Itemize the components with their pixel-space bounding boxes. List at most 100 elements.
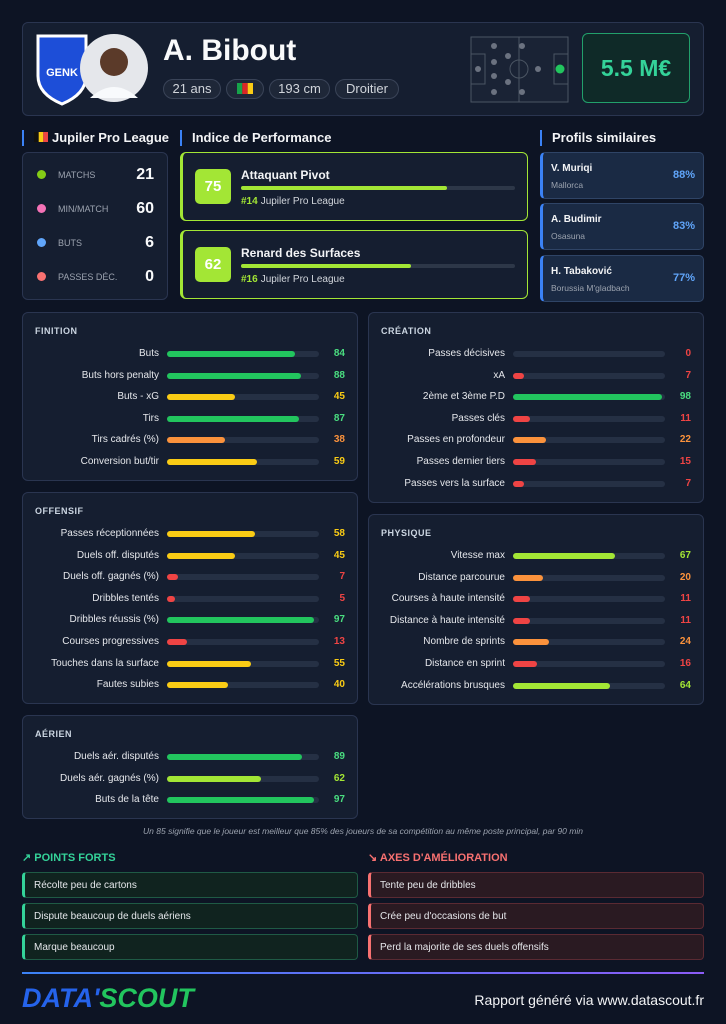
metric-value: 45 [333, 549, 345, 561]
metric-value: 7 [339, 571, 345, 583]
metric-value: 89 [333, 751, 345, 762]
stat-panel: AÉRIEN Duels aér. disputés 89 Duels aér. ga… [22, 715, 358, 820]
similar-match: 88% [672, 169, 695, 181]
metric-label: Distance parcourue [418, 571, 505, 583]
bar-track [167, 754, 319, 760]
competition: Jupiler Pro League [260, 196, 345, 207]
stat-value: 0 [145, 268, 154, 285]
metric-label: Passes décisives [428, 348, 505, 359]
metric-label: Passes en profondeur [407, 434, 505, 446]
bar [167, 660, 251, 667]
bar [167, 639, 187, 645]
metric-label: Nombre de sprints [423, 636, 505, 648]
insight-card: Récolte peu de cartons [22, 872, 358, 898]
bar [513, 394, 662, 401]
panel-title: CRÉATION [381, 326, 432, 336]
competition: Jupiler Pro League [260, 274, 345, 285]
bar [167, 552, 236, 559]
pill: 21 ans [163, 79, 221, 99]
metric-label: Fautes subies [96, 679, 159, 691]
bar [167, 617, 315, 624]
stat-label: MATCHS [58, 170, 96, 180]
bar [513, 661, 538, 667]
bar [513, 574, 544, 581]
similar-card[interactable]: A. Budimir Osasuna 83% [540, 203, 704, 250]
rank-line: #16 Jupiler Pro League [241, 274, 345, 285]
insight-card: Dispute beaucoup de duels aériens [22, 903, 358, 929]
bar-track [167, 660, 319, 667]
logo-part: SCOUT [99, 983, 194, 1013]
bar [513, 639, 550, 646]
metric-label: Buts [138, 348, 159, 359]
bar-track [513, 459, 665, 465]
bar-track [513, 639, 665, 646]
metric-label: Buts de la tête [95, 794, 159, 806]
bar [513, 617, 530, 624]
bar-track [513, 394, 665, 401]
metric-label: Conversion but/tir [80, 456, 159, 467]
similar-club: Osasuna [551, 231, 586, 241]
similar-club: Mallorca [551, 180, 584, 190]
stat-label: BUTS [58, 238, 83, 248]
insight-text: Tente peu de dribbles [380, 880, 476, 891]
bar [167, 351, 295, 357]
insight-text: Crée peu d'occasions de but [380, 911, 507, 922]
league-card [22, 152, 168, 300]
metric-value: 67 [679, 550, 691, 561]
similar-card[interactable]: V. Muriqi Mallorca 88% [540, 152, 704, 199]
stat-panel: FINITION Buts 84 Buts hors penalty 88 Buts - … [22, 312, 358, 481]
metric-value: 0 [685, 348, 691, 359]
stat-label: MIN/MATCH [58, 204, 109, 214]
similar-card[interactable]: H. Tabaković Borussia M'gladbach 77% [540, 255, 704, 302]
bar [167, 372, 301, 379]
stat-value: 6 [145, 234, 154, 251]
metric-value: 84 [333, 348, 345, 359]
metric-value: 16 [679, 658, 691, 669]
metric-label: Tirs cadrés (%) [91, 434, 159, 446]
metric-label: Dribbles tentés [92, 592, 159, 604]
metric-value: 98 [679, 391, 691, 403]
bar-track [167, 437, 319, 444]
bar [513, 682, 611, 689]
progress-track [241, 264, 515, 268]
footer-logo: DATA'SCOUT [22, 983, 194, 1014]
bar-track [167, 372, 319, 379]
metric-label: Accélérations brusques [401, 679, 505, 691]
bar-track [167, 682, 319, 689]
stat-icon [37, 170, 46, 179]
similar-name: H. Tabaković [551, 266, 612, 277]
metric-value: 88 [333, 369, 345, 381]
footnote: Un 85 signifie que le joueur est meilleu… [143, 826, 583, 836]
metric-label: Passes vers la surface [404, 477, 505, 489]
metric-label: Distance en sprint [424, 658, 505, 669]
progress-bar [241, 186, 447, 190]
svg-text:GENK: GENK [46, 67, 78, 79]
metric-value: 7 [685, 369, 691, 381]
bar [167, 595, 175, 602]
metric-label: Passes réceptionnées [60, 528, 159, 539]
bar [513, 437, 547, 444]
logo-part: DATA' [22, 983, 100, 1013]
bar-track [167, 459, 319, 465]
bar-track [513, 480, 665, 487]
metric-label: Vitesse max [450, 550, 505, 561]
insight-text: Marque beaucoup [34, 942, 115, 953]
metric-label: Passes clés [451, 412, 505, 424]
bar-track [513, 682, 665, 689]
insight-text: Dispute beaucoup de duels aériens [34, 911, 191, 922]
bar [513, 459, 536, 465]
metric-value: 5 [339, 592, 345, 604]
bar-track [513, 437, 665, 444]
stat-panel: PHYSIQUE Vitesse max 67 Distance parcourue 2… [368, 514, 704, 705]
strengths-title-text: POINTS FORTS [34, 852, 116, 864]
insight-card: Perd la majorite de ses duels offensifs [368, 934, 704, 960]
bar [167, 775, 262, 782]
metric-label: Courses progressives [62, 636, 159, 647]
bar-track [167, 639, 319, 645]
bar-track [167, 351, 319, 357]
bar [513, 553, 615, 559]
similar-name: A. Budimir [551, 214, 602, 225]
metric-value: 15 [679, 456, 691, 467]
panel-title: AÉRIEN [35, 729, 73, 739]
